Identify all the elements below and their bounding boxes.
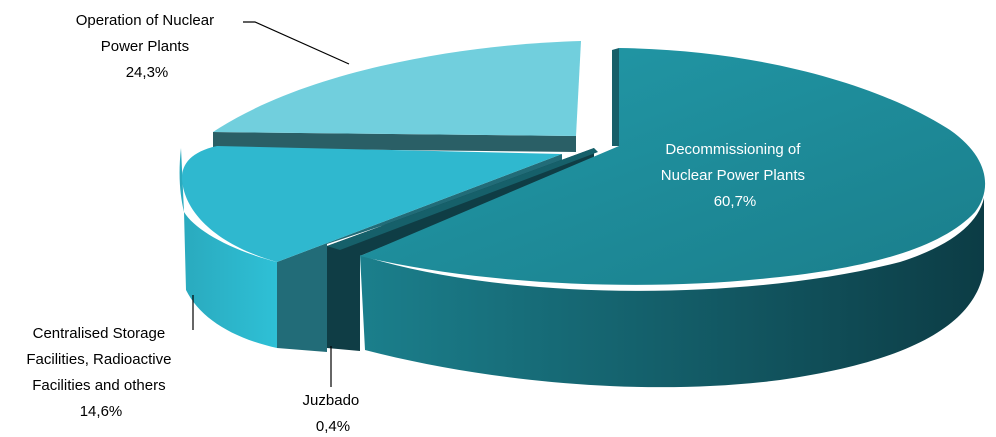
- slice-operation-top: [213, 41, 581, 136]
- label-decommissioning-line-2: Nuclear Power Plants: [661, 167, 805, 184]
- label-decommissioning-line-1: Decommissioning of: [665, 141, 801, 158]
- slice-decommissioning-cut-face: [612, 48, 619, 146]
- slice-storage-top: [181, 146, 562, 262]
- label-juzbado-value: 0,4%: [316, 418, 350, 435]
- label-storage-line-2: Facilities, Radioactive: [26, 351, 171, 368]
- label-juzbado: Juzbado 0,4%: [303, 392, 364, 435]
- label-operation-line-2: Power Plants: [101, 38, 189, 55]
- pie-slice-operation: [213, 41, 581, 152]
- leader-line-operation: [243, 21, 350, 65]
- slice-storage-outer-side: [179, 148, 277, 348]
- label-storage-value: 14,6%: [80, 403, 123, 420]
- slice-operation-cut-face: [213, 132, 576, 152]
- pie-slice-decommissioning: [360, 48, 986, 388]
- label-juzbado-line-1: Juzbado: [303, 392, 360, 409]
- slice-decommissioning-top: [360, 48, 986, 285]
- label-operation-line-1: Operation of Nuclear: [76, 12, 214, 29]
- label-decommissioning: Decommissioning of Nuclear Power Plants …: [661, 141, 809, 210]
- slice-decommissioning-outer-side: [360, 198, 984, 388]
- slice-juzbado-top: [327, 148, 598, 250]
- label-decommissioning-value: 60,7%: [714, 193, 757, 210]
- label-storage-line-1: Centralised Storage: [33, 325, 166, 342]
- label-centralised-storage: Centralised Storage Facilities, Radioact…: [26, 325, 175, 420]
- label-operation: Operation of Nuclear Power Plants 24,3%: [76, 12, 219, 81]
- label-storage-line-3: Facilities and others: [32, 377, 165, 394]
- label-operation-value: 24,3%: [126, 64, 169, 81]
